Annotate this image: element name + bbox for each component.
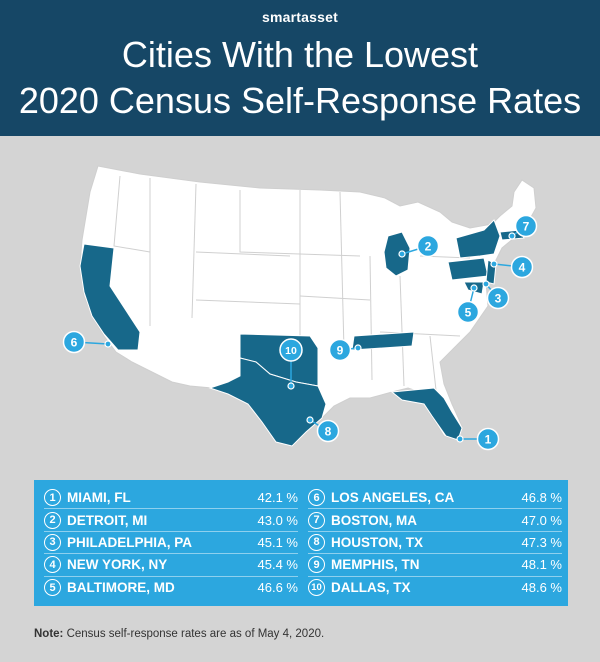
svg-text:5: 5 bbox=[465, 306, 472, 320]
map-marker-1: 1 bbox=[476, 427, 500, 451]
ranking-row: 5 BALTIMORE, MD 46.6 % bbox=[44, 577, 298, 599]
response-rate: 42.1 % bbox=[257, 490, 298, 506]
response-rate: 43.0 % bbox=[257, 512, 298, 528]
response-rate: 48.6 % bbox=[521, 580, 562, 596]
ranking-column-right: 6 LOS ANGELES, CA 46.8 % 7 BOSTON, MA 47… bbox=[308, 487, 562, 599]
city-name: PHILADELPHIA, PA bbox=[67, 534, 193, 550]
ranking-row: 3 PHILADELPHIA, PA 45.1 % bbox=[44, 532, 298, 555]
state-new-york bbox=[455, 219, 501, 259]
city-name: NEW YORK, NY bbox=[67, 557, 168, 573]
map-marker-3: 3 bbox=[486, 286, 510, 310]
ranking-row: 1 MIAMI, FL 42.1 % bbox=[44, 487, 298, 510]
us-map: 1 2 3 4 5 6 7 bbox=[0, 136, 600, 472]
marker-dots bbox=[104, 232, 516, 443]
rank-badge: 10 bbox=[308, 579, 325, 597]
svg-text:8: 8 bbox=[325, 425, 332, 439]
ranking-table: 1 MIAMI, FL 42.1 % 2 DETROIT, MI 43.0 % … bbox=[34, 480, 568, 606]
state-california bbox=[79, 243, 141, 351]
response-rate: 45.4 % bbox=[257, 557, 298, 573]
city-name: DETROIT, MI bbox=[67, 512, 148, 528]
state-michigan bbox=[383, 231, 411, 277]
rank-badge: 9 bbox=[308, 556, 325, 574]
city-name: BALTIMORE, MD bbox=[67, 580, 175, 596]
rank-badge: 1 bbox=[44, 489, 61, 507]
city-name: LOS ANGELES, CA bbox=[331, 490, 455, 506]
svg-text:2: 2 bbox=[425, 240, 432, 254]
rank-badge: 5 bbox=[44, 579, 61, 597]
svg-text:9: 9 bbox=[337, 344, 344, 358]
rank-badge: 7 bbox=[308, 511, 325, 529]
title-line-2: 2020 Census Self-Response Rates bbox=[18, 80, 582, 121]
response-rate: 46.8 % bbox=[521, 490, 562, 506]
rank-badge: 3 bbox=[44, 533, 61, 551]
city-name: MEMPHIS, TN bbox=[331, 557, 420, 573]
footnote-label: Note: bbox=[34, 628, 64, 640]
svg-text:4: 4 bbox=[519, 261, 526, 275]
ranking-row: 4 NEW YORK, NY 45.4 % bbox=[44, 554, 298, 577]
rank-badge: 8 bbox=[308, 533, 325, 551]
ranking-row: 7 BOSTON, MA 47.0 % bbox=[308, 509, 562, 532]
page-title: Cities With the Lowest 2020 Census Self-… bbox=[0, 32, 600, 124]
rank-badge: 2 bbox=[44, 511, 61, 529]
svg-text:1: 1 bbox=[485, 433, 492, 447]
ranking-row: 2 DETROIT, MI 43.0 % bbox=[44, 509, 298, 532]
ranking-column-left: 1 MIAMI, FL 42.1 % 2 DETROIT, MI 43.0 % … bbox=[44, 487, 298, 599]
header-banner: smartasset Cities With the Lowest 2020 C… bbox=[0, 0, 600, 136]
rank-badge: 6 bbox=[308, 489, 325, 507]
response-rate: 46.6 % bbox=[257, 580, 298, 596]
map-markers: 1 2 3 4 5 6 7 bbox=[62, 214, 538, 451]
state-pennsylvania bbox=[447, 257, 489, 281]
title-line-1: Cities With the Lowest bbox=[121, 34, 479, 75]
brand-logo: smartasset bbox=[262, 9, 338, 25]
rank-badge: 4 bbox=[44, 556, 61, 574]
footnote-text: Census self-response rates are as of May… bbox=[63, 628, 325, 640]
svg-text:6: 6 bbox=[71, 336, 78, 350]
map-marker-5: 5 bbox=[456, 300, 480, 324]
map-marker-8: 8 bbox=[316, 419, 340, 443]
highlighted-states bbox=[79, 219, 525, 447]
state-texas bbox=[208, 357, 327, 447]
state-borders bbox=[113, 175, 471, 391]
map-marker-2: 2 bbox=[416, 234, 440, 258]
response-rate: 45.1 % bbox=[257, 534, 298, 550]
footnote: Note: Census self-response rates are as … bbox=[34, 628, 324, 640]
ranking-row: 10 DALLAS, TX 48.6 % bbox=[308, 577, 562, 599]
response-rate: 47.3 % bbox=[521, 534, 562, 550]
ranking-row: 6 LOS ANGELES, CA 46.8 % bbox=[308, 487, 562, 510]
map-marker-10: 10 bbox=[279, 338, 303, 362]
map-marker-4: 4 bbox=[510, 255, 534, 279]
ranking-row: 9 MEMPHIS, TN 48.1 % bbox=[308, 554, 562, 577]
state-florida bbox=[390, 387, 463, 441]
svg-text:10: 10 bbox=[285, 345, 297, 357]
ranking-row: 8 HOUSTON, TX 47.3 % bbox=[308, 532, 562, 555]
response-rate: 47.0 % bbox=[521, 512, 562, 528]
svg-text:3: 3 bbox=[495, 292, 502, 306]
city-name: MIAMI, FL bbox=[67, 490, 131, 506]
city-name: HOUSTON, TX bbox=[331, 534, 424, 550]
us-map-svg: 1 2 3 4 5 6 7 bbox=[62, 165, 538, 451]
city-name: BOSTON, MA bbox=[331, 512, 418, 528]
city-name: DALLAS, TX bbox=[331, 580, 411, 596]
svg-text:7: 7 bbox=[523, 220, 530, 234]
map-marker-9: 9 bbox=[328, 338, 352, 362]
state-tennessee bbox=[351, 331, 415, 351]
response-rate: 48.1 % bbox=[521, 557, 562, 573]
map-marker-6: 6 bbox=[62, 330, 86, 354]
map-marker-7: 7 bbox=[514, 214, 538, 238]
